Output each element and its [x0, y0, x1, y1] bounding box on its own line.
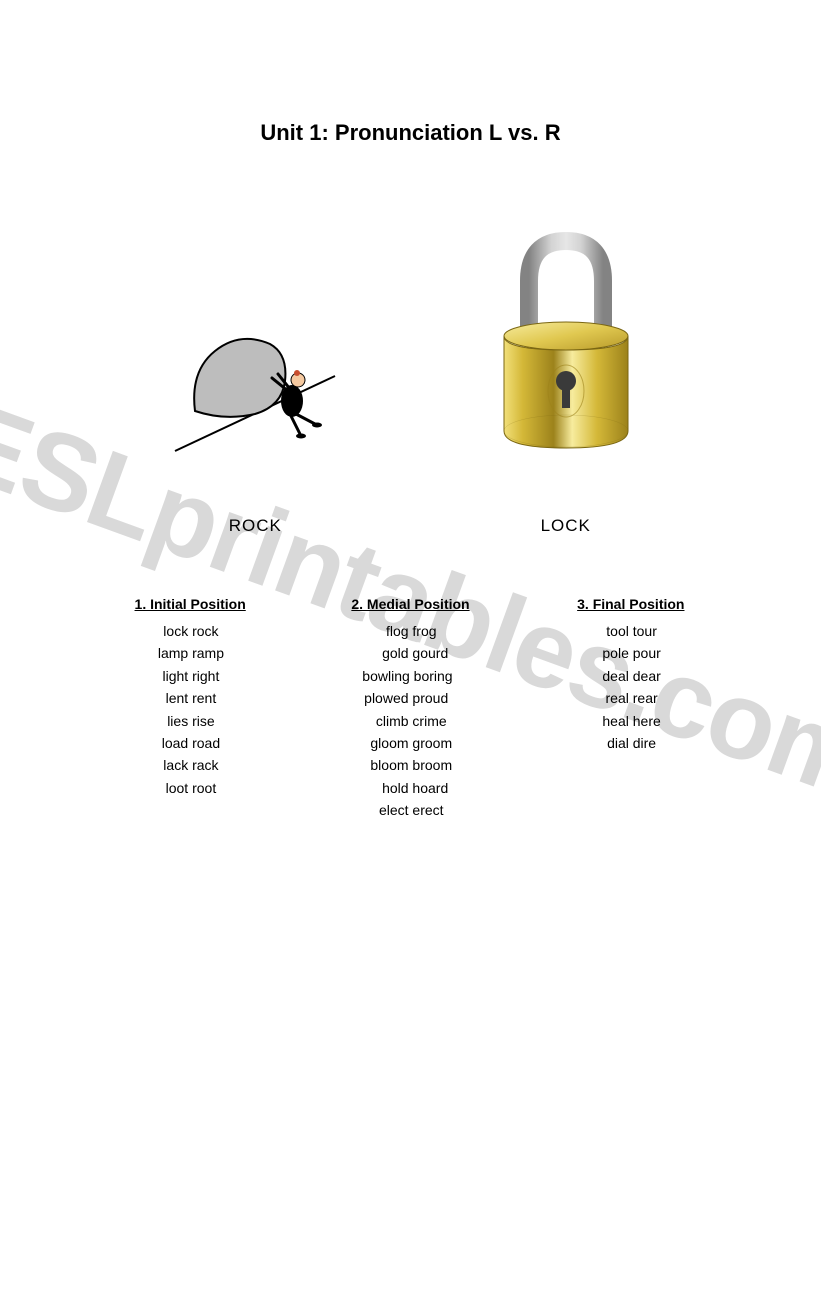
l-word: elect — [364, 799, 409, 821]
word-pair: elect erect — [364, 799, 458, 821]
l-word: light — [143, 665, 188, 687]
l-word: real — [584, 687, 629, 709]
r-word: proud — [412, 687, 457, 709]
r-word: right — [192, 665, 237, 687]
word-pair: plowed proud — [364, 687, 458, 709]
column-header: 3. Final Position — [577, 596, 684, 612]
word-pair: pole pour — [584, 642, 678, 664]
r-word: ramp — [192, 642, 237, 664]
word-column: 2. Medial Position flog froggold gourdbow… — [305, 596, 515, 822]
l-word: gold — [364, 642, 409, 664]
word-pair: deal dear — [584, 665, 678, 687]
word-pair: bowling boring — [362, 665, 458, 687]
r-word: gourd — [412, 642, 457, 664]
r-word: hoard — [412, 777, 457, 799]
lock-label: LOCK — [541, 516, 591, 536]
images-row: ROCK — [0, 226, 821, 536]
word-pair: hold hoard — [364, 777, 458, 799]
l-word: hold — [364, 777, 409, 799]
word-column: 1. Initial Position lock rocklamp ramplig… — [85, 596, 295, 822]
l-word: lack — [143, 754, 188, 776]
word-pair: heal here — [584, 710, 678, 732]
l-word: climb — [364, 710, 409, 732]
word-pair: loot root — [143, 777, 237, 799]
l-word: lent — [143, 687, 188, 709]
l-word: loot — [143, 777, 188, 799]
l-word: deal — [584, 665, 629, 687]
word-pair: gold gourd — [364, 642, 458, 664]
r-word: boring — [414, 665, 459, 687]
word-pair: lock rock — [143, 620, 237, 642]
word-column: 3. Final Position tool tourpole pourdeal … — [526, 596, 736, 822]
word-pair: gloom groom — [364, 732, 458, 754]
column-header: 2. Medial Position — [351, 596, 469, 612]
word-pair: dial dire — [584, 732, 678, 754]
r-word: pour — [633, 642, 678, 664]
rock-image-container: ROCK — [170, 316, 340, 536]
page-content: Unit 1: Pronunciation L vs. R — [0, 120, 821, 822]
r-word: here — [633, 710, 678, 732]
l-word: dial — [584, 732, 629, 754]
r-word: broom — [412, 754, 457, 776]
l-word: heal — [584, 710, 629, 732]
word-pair: lack rack — [143, 754, 237, 776]
l-word: pole — [584, 642, 629, 664]
word-pair: load road — [143, 732, 237, 754]
l-word: lies — [143, 710, 188, 732]
word-pair: lent rent — [143, 687, 237, 709]
r-word: tour — [633, 620, 678, 642]
word-columns: 1. Initial Position lock rocklamp ramplig… — [0, 596, 821, 822]
word-pair: real rear — [584, 687, 678, 709]
rock-illustration — [170, 316, 340, 456]
r-word: rise — [192, 710, 237, 732]
word-pair: bloom broom — [364, 754, 458, 776]
r-word: erect — [412, 799, 457, 821]
l-word: tool — [584, 620, 629, 642]
word-pair: flog frog — [364, 620, 458, 642]
r-word: rent — [192, 687, 237, 709]
l-word: gloom — [364, 732, 409, 754]
r-word: dear — [633, 665, 678, 687]
lock-image-container: LOCK — [481, 226, 651, 536]
r-word: rear — [633, 687, 678, 709]
r-word: road — [192, 732, 237, 754]
l-word: lock — [143, 620, 188, 642]
rock-label: ROCK — [229, 516, 282, 536]
l-word: plowed — [364, 687, 409, 709]
l-word: flog — [364, 620, 409, 642]
lock-illustration — [481, 226, 651, 456]
r-word: dire — [633, 732, 678, 754]
page-title: Unit 1: Pronunciation L vs. R — [0, 120, 821, 146]
column-header: 1. Initial Position — [135, 596, 246, 612]
r-word: crime — [412, 710, 457, 732]
word-pair: climb crime — [364, 710, 458, 732]
l-word: lamp — [143, 642, 188, 664]
r-word: frog — [412, 620, 457, 642]
word-pair: tool tour — [584, 620, 678, 642]
r-word: rock — [192, 620, 237, 642]
r-word: rack — [192, 754, 237, 776]
word-pair: light right — [143, 665, 237, 687]
l-word: load — [143, 732, 188, 754]
l-word: bowling — [362, 665, 409, 687]
word-pair: lamp ramp — [143, 642, 237, 664]
word-pair: lies rise — [143, 710, 237, 732]
l-word: bloom — [364, 754, 409, 776]
r-word: root — [192, 777, 237, 799]
r-word: groom — [412, 732, 457, 754]
